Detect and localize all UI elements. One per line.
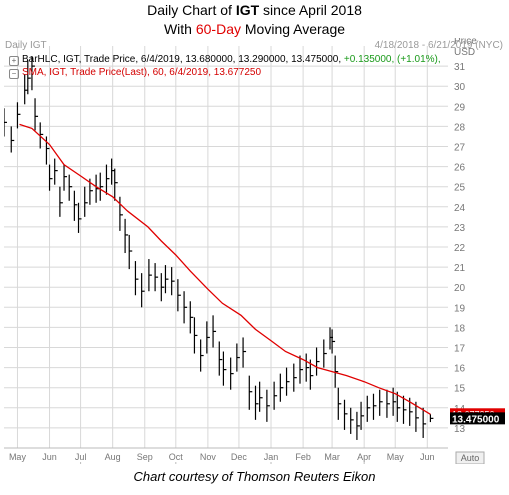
auto-scale-label: Auto: [461, 453, 480, 463]
date-range-label: 4/18/2018 - 6/21/2019 (NYC): [374, 40, 503, 51]
chart-title: Daily Chart of IGT since April 2018: [0, 2, 509, 19]
chart-subtitle: With 60-Day Moving Average: [0, 21, 509, 38]
x-month-label: Feb: [295, 452, 311, 462]
y-tick-label: 17: [454, 344, 466, 355]
y-tick-label: 25: [454, 183, 466, 194]
subtitle-prefix: With: [163, 21, 196, 37]
y-tick-label: 13: [454, 424, 466, 435]
y-tick-label: 27: [454, 143, 466, 154]
title-prefix: Daily Chart of: [147, 2, 236, 18]
y-tick-label: 20: [454, 283, 466, 294]
y-tick-label: 26: [454, 163, 466, 174]
chart-panel[interactable]: 13141516171819202122232425262728293031Ma…: [4, 38, 505, 464]
legend-bar-change: +0.135000, (+1.01%),: [343, 54, 441, 65]
x-month-label: May: [9, 452, 27, 462]
x-month-label: Apr: [357, 452, 371, 462]
y-tick-label: 15: [454, 384, 466, 395]
y-tick-label: 24: [454, 203, 466, 214]
subtitle-highlight: 60-Day: [195, 21, 241, 37]
auto-scale-button[interactable]: [455, 451, 485, 464]
x-month-label: Dec: [231, 452, 248, 462]
y-tick-label: 16: [454, 364, 466, 375]
legend-expand-icon[interactable]: +: [9, 56, 19, 66]
x-month-label: Jun: [420, 452, 435, 462]
y-tick-label: 23: [454, 223, 466, 234]
x-month-label: Mar: [324, 452, 340, 462]
legend-bar-series[interactable]: + BarHLC, IGT, Trade Price, 6/4/2019, 13.…: [9, 54, 441, 66]
x-month-label: Nov: [200, 452, 217, 462]
legend-collapse-icon[interactable]: −: [9, 69, 19, 79]
legend-bar-text: BarHLC, IGT, Trade Price, 6/4/2019, 13.6…: [22, 54, 344, 65]
y-tick-label: 28: [454, 122, 466, 133]
legend-sma-series[interactable]: − SMA, IGT, Trade Price(Last), 60, 6/4/20…: [9, 67, 261, 79]
y-tick-label: 19: [454, 303, 466, 314]
y-tick-label: 30: [454, 82, 466, 93]
chart-name-label: Daily IGT: [5, 40, 47, 51]
y-tick-label: 22: [454, 243, 466, 254]
x-month-label: Oct: [169, 452, 184, 462]
y-tick-label: 21: [454, 263, 466, 274]
x-month-label: Jun: [42, 452, 57, 462]
x-month-label: Sep: [137, 452, 153, 462]
sma-line: [19, 123, 431, 415]
x-month-label: Jul: [75, 452, 87, 462]
chart-credit: Chart courtesy of Thomson Reuters Eikon: [133, 469, 376, 484]
subtitle-suffix: Moving Average: [241, 21, 346, 37]
legend-sma-text: SMA, IGT, Trade Price(Last), 60, 6/4/201…: [22, 67, 262, 78]
x-month-label: Jan: [264, 452, 279, 462]
x-month-label: May: [387, 452, 405, 462]
y-tick-label: 29: [454, 102, 466, 113]
title-ticker: IGT: [235, 2, 260, 18]
last-price-text: 13.475000: [452, 414, 500, 425]
x-month-label: Aug: [105, 452, 121, 462]
price-chart[interactable]: 13141516171819202122232425262728293031Ma…: [4, 38, 505, 464]
y-tick-label: 31: [454, 62, 466, 73]
title-suffix: since April 2018: [259, 2, 362, 18]
price-axis-title: Price: [454, 38, 477, 47]
y-tick-label: 18: [454, 323, 466, 334]
currency-label: USD: [454, 47, 475, 58]
last-price-badge: [450, 412, 505, 425]
